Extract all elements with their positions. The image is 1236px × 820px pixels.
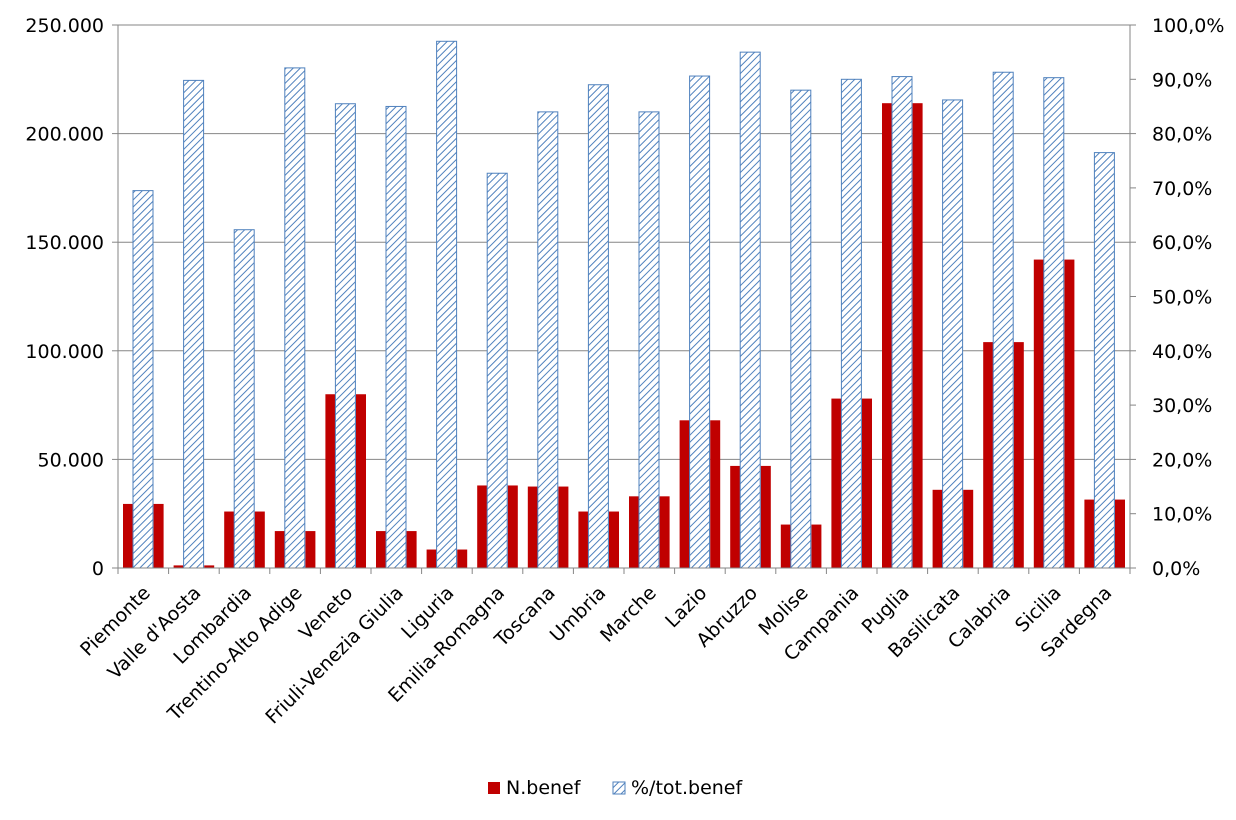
right-tick-label: 80,0%: [1152, 124, 1212, 146]
bar-n-benef: [1033, 259, 1044, 568]
bar-n-benef: [912, 103, 923, 568]
bar-n-benef: [507, 485, 518, 568]
bar-n-benef: [1115, 499, 1125, 568]
gridlines: [118, 24, 1130, 569]
right-tick-label: 10,0%: [1152, 504, 1212, 526]
bar-n-benef: [983, 342, 994, 568]
left-axis-ticks: 0 50.000 100.000 150.000 200.000 250.000: [25, 15, 118, 580]
bar-pct-tot-benef: [385, 105, 407, 569]
bar-pct-tot-benef: [587, 84, 609, 569]
left-tick-label: 0: [92, 558, 104, 580]
axes: [117, 25, 1131, 574]
bar-n-benef: [153, 503, 164, 568]
bar-pct-tot-benef: [537, 111, 559, 569]
right-axis-ticks: 0,0% 10,0% 20,0% 30,0% 40,0% 50,0% 60,0% 70,0% 8…: [1130, 15, 1224, 580]
bar-pct-tot-benef: [840, 78, 862, 569]
bar-n-benef: [609, 511, 619, 568]
bar-n-benef: [173, 565, 184, 568]
bar-n-benef: [457, 549, 468, 568]
bar-n-benef: [760, 465, 771, 568]
bar-pct-tot-benef: [638, 111, 660, 569]
bar-pct-tot-benef: [790, 89, 812, 569]
bar-n-benef: [831, 398, 842, 568]
right-tick-label: 100,0%: [1152, 15, 1224, 37]
bar-n-benef: [254, 511, 265, 568]
right-tick-label: 40,0%: [1152, 341, 1212, 363]
bar-pct-tot-benef: [739, 51, 761, 569]
right-tick-label: 30,0%: [1152, 395, 1212, 417]
right-tick-label: 50,0%: [1152, 287, 1212, 309]
bar-n-benef: [1013, 342, 1024, 568]
bars: [123, 40, 1125, 569]
bar-pct-tot-benef: [891, 76, 913, 569]
bar-n-benef: [932, 489, 943, 568]
bar-n-benef: [578, 511, 589, 568]
left-tick-label: 50.000: [38, 449, 104, 471]
bar-n-benef: [224, 511, 235, 568]
bar-n-benef: [406, 531, 417, 568]
bar-pct-tot-benef: [132, 190, 154, 569]
right-tick-label: 70,0%: [1152, 178, 1212, 200]
left-tick-label: 150.000: [25, 232, 104, 254]
bar-pct-tot-benef: [436, 40, 458, 569]
bar-pct-tot-benef: [942, 99, 964, 569]
bar-pct-tot-benef: [1093, 152, 1115, 569]
bar-n-benef: [123, 503, 133, 568]
bar-n-benef: [426, 549, 437, 568]
bar-pct-tot-benef: [992, 71, 1014, 569]
bar-n-benef: [325, 394, 336, 568]
left-tick-label: 200.000: [25, 124, 104, 146]
bar-pct-tot-benef: [334, 103, 356, 569]
bar-pct-tot-benef: [486, 172, 508, 569]
bar-n-benef: [629, 496, 639, 568]
bar-pct-tot-benef: [1043, 77, 1065, 569]
bar-n-benef: [376, 531, 386, 568]
bar-n-benef: [730, 465, 741, 568]
bar-n-benef: [274, 531, 285, 568]
legend-swatch-pct-tot-benef: [612, 781, 626, 795]
bar-n-benef: [477, 485, 488, 568]
legend-label-n-benef: N.benef: [506, 777, 582, 799]
bar-n-benef: [1064, 259, 1075, 568]
legend: N.benef %/tot.benef: [488, 777, 744, 799]
bar-n-benef: [204, 565, 215, 568]
right-tick-label: 0,0%: [1152, 558, 1200, 580]
bar-n-benef: [1084, 499, 1095, 568]
right-tick-label: 60,0%: [1152, 232, 1212, 254]
bar-pct-tot-benef: [284, 67, 306, 569]
bar-n-benef: [558, 486, 569, 568]
bar-n-benef: [659, 496, 670, 568]
bar-n-benef: [882, 103, 892, 568]
category-label: Marche: [596, 582, 661, 647]
bar-pct-tot-benef: [689, 75, 711, 569]
bar-n-benef: [780, 524, 791, 568]
bar-pct-tot-benef: [183, 79, 205, 569]
right-tick-label: 20,0%: [1152, 449, 1212, 471]
left-tick-label: 250.000: [25, 15, 104, 37]
bar-n-benef: [963, 489, 974, 568]
legend-swatch-n-benef: [488, 782, 500, 794]
bar-n-benef: [305, 531, 316, 568]
bar-n-benef: [679, 420, 690, 568]
bar-n-benef: [862, 398, 872, 568]
bar-n-benef: [356, 394, 366, 568]
bar-n-benef: [710, 420, 721, 568]
left-tick-label: 100.000: [25, 341, 104, 363]
bar-pct-tot-benef: [233, 229, 255, 569]
bar-n-benef: [811, 524, 822, 568]
bar-n-benef: [527, 486, 538, 568]
legend-label-pct-tot-benef: %/tot.benef: [631, 777, 744, 799]
right-tick-label: 90,0%: [1152, 69, 1212, 91]
